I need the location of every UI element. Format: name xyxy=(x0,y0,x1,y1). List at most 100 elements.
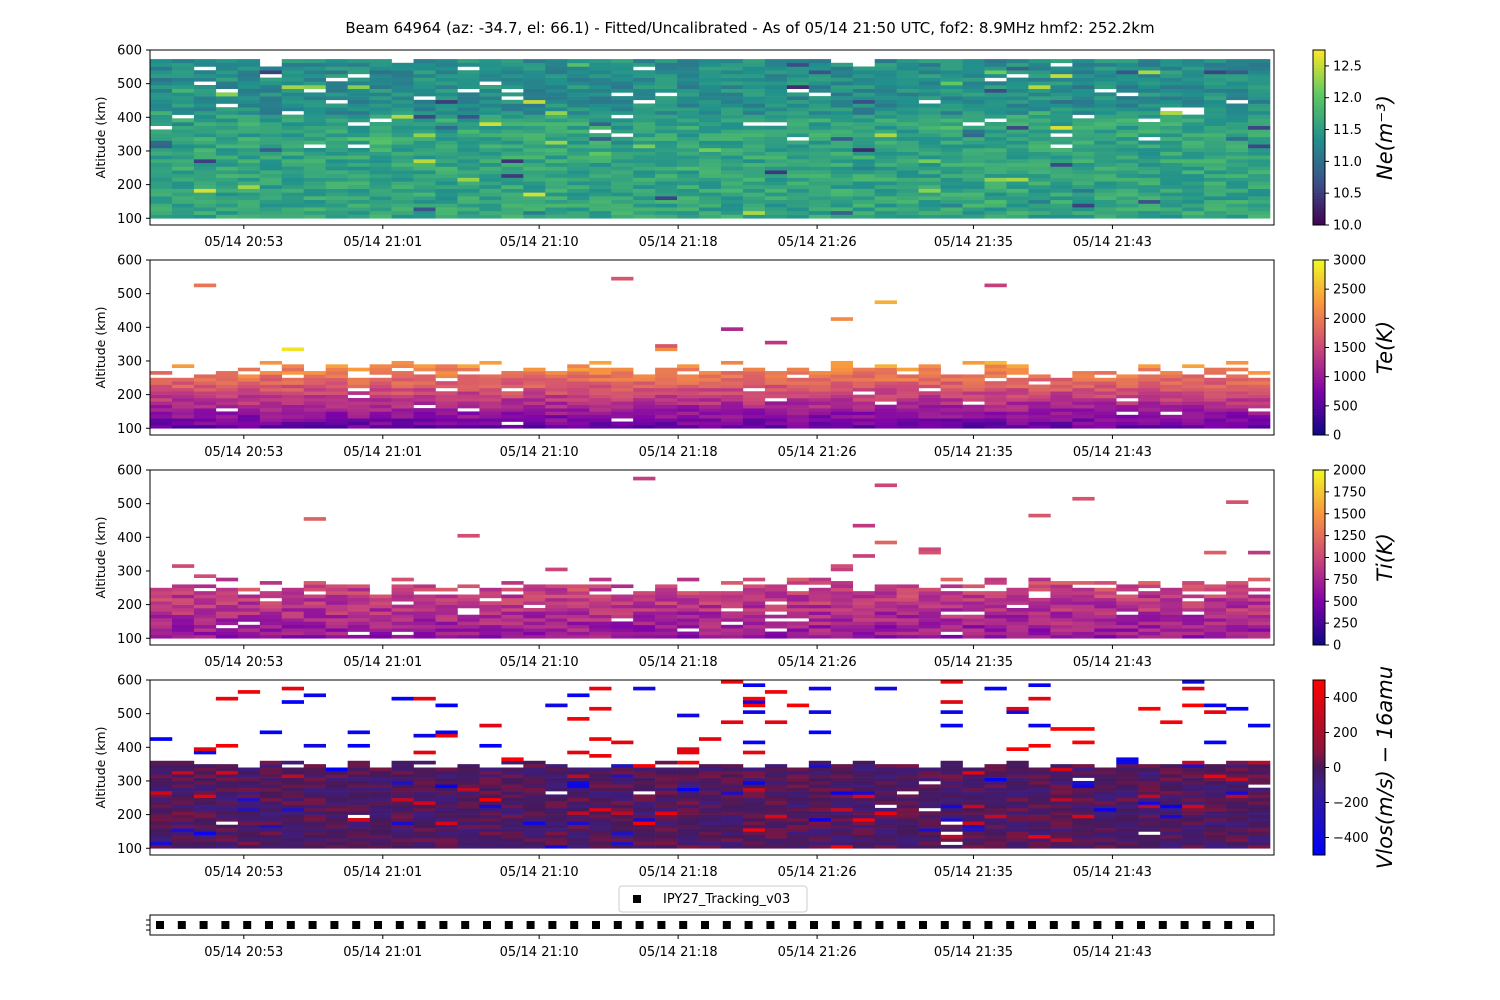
heatmap-cell xyxy=(391,391,414,395)
heatmap-cell xyxy=(281,838,305,842)
heatmap-cell xyxy=(215,794,239,799)
heatmap-cell xyxy=(545,411,568,416)
heatmap-cell xyxy=(171,401,195,406)
heatmap-cell xyxy=(150,591,173,595)
colorbar-step xyxy=(1313,61,1325,65)
heatmap-cell xyxy=(1028,597,1051,602)
heatmap-cell xyxy=(655,797,678,802)
heatmap-cell xyxy=(237,587,261,592)
heatmap-cell xyxy=(479,794,502,799)
heatmap-cell xyxy=(699,607,722,612)
x-tick-label: 05/14 21:18 xyxy=(639,655,718,670)
heatmap-cell xyxy=(699,397,722,402)
heatmap-cell xyxy=(237,144,261,149)
heatmap-cell xyxy=(545,371,568,375)
heatmap-cell xyxy=(677,177,700,182)
colorbar-step xyxy=(1313,222,1325,226)
colorbar-step xyxy=(1313,67,1325,71)
heatmap-cell xyxy=(786,166,810,171)
heatmap-cell xyxy=(742,96,766,101)
heatmap-cell xyxy=(171,791,195,795)
heatmap-cell xyxy=(1138,203,1161,208)
heatmap-cell xyxy=(215,838,239,842)
heatmap-cell xyxy=(1226,634,1249,639)
heatmap-cell xyxy=(523,408,546,412)
heatmap-cell xyxy=(501,807,524,812)
heatmap-cell xyxy=(347,817,370,822)
heatmap-cell xyxy=(193,838,217,842)
heatmap-cell xyxy=(457,801,480,805)
heatmap-cell xyxy=(457,387,480,392)
heatmap-cell xyxy=(1248,136,1271,141)
heatmap-cell xyxy=(435,364,458,368)
heatmap-cell xyxy=(347,59,370,64)
heatmap-cell xyxy=(677,594,700,599)
heatmap-cell xyxy=(523,177,546,182)
heatmap-cell xyxy=(655,162,678,167)
heatmap-cell xyxy=(589,122,612,127)
heatmap-cell xyxy=(1182,207,1205,212)
heatmap-cell xyxy=(457,817,480,822)
heatmap-cell xyxy=(1204,181,1227,186)
heatmap-cell xyxy=(1050,631,1073,636)
heatmap-cell xyxy=(1072,192,1095,197)
heatmap-cell xyxy=(655,103,678,108)
heatmap-cell xyxy=(808,207,832,212)
heatmap-cell xyxy=(150,103,173,108)
heatmap-cell xyxy=(150,188,173,193)
heatmap-cell xyxy=(1050,81,1073,86)
heatmap-cell xyxy=(237,414,261,419)
heatmap-cell xyxy=(699,177,722,182)
heatmap-cell xyxy=(545,177,568,182)
heatmap-cell xyxy=(347,421,370,426)
heatmap-cell xyxy=(215,184,239,189)
heatmap-cell xyxy=(611,107,634,112)
heatmap-cell xyxy=(677,59,700,64)
heatmap-cell xyxy=(1248,173,1271,178)
heatmap-cell xyxy=(1006,394,1029,399)
heatmap-cell xyxy=(742,601,766,605)
heatmap-cell xyxy=(940,177,963,182)
heatmap-cell xyxy=(830,364,854,368)
heatmap-cell xyxy=(259,181,283,186)
heatmap-cell xyxy=(633,397,656,402)
heatmap-cell xyxy=(1028,103,1051,108)
heatmap-cell xyxy=(874,587,897,592)
heatmap-cell xyxy=(720,381,744,385)
heatmap-cell xyxy=(808,391,832,395)
heatmap-cell xyxy=(501,838,524,842)
heatmap-cell xyxy=(677,92,700,97)
heatmap-cell xyxy=(1116,628,1139,632)
heatmap-cell xyxy=(435,794,458,799)
heatmap-cell xyxy=(896,387,919,392)
heatmap-cell xyxy=(303,777,326,782)
heatmap-cell xyxy=(237,92,261,97)
heatmap-cell xyxy=(259,730,283,735)
heatmap-cell xyxy=(1028,81,1051,86)
heatmap-cell xyxy=(1226,136,1249,141)
heatmap-cell xyxy=(1138,133,1161,138)
heatmap-cell xyxy=(1028,607,1051,612)
heatmap-cell xyxy=(369,618,392,622)
heatmap-cell xyxy=(1248,199,1271,204)
heatmap-cell xyxy=(852,381,876,385)
heatmap-cell xyxy=(325,166,348,171)
heatmap-cell xyxy=(677,374,700,379)
heatmap-cell xyxy=(457,764,480,768)
heatmap-cell xyxy=(215,828,239,832)
heatmap-cell xyxy=(1182,192,1205,197)
heatmap-cell xyxy=(193,631,217,636)
heatmap-cell xyxy=(237,841,261,846)
heatmap-cell xyxy=(655,374,678,379)
heatmap-cell xyxy=(633,144,656,149)
heatmap-cell xyxy=(852,107,876,112)
colorbar-step xyxy=(1313,583,1325,588)
heatmap-cell xyxy=(1248,184,1271,189)
heatmap-cell xyxy=(611,631,634,636)
heatmap-cell xyxy=(830,418,854,422)
heatmap-cell xyxy=(764,381,788,385)
heatmap-cell xyxy=(435,184,458,189)
heatmap-cell xyxy=(391,814,414,819)
heatmap-cell xyxy=(457,103,480,108)
heatmap-cell xyxy=(655,411,678,416)
